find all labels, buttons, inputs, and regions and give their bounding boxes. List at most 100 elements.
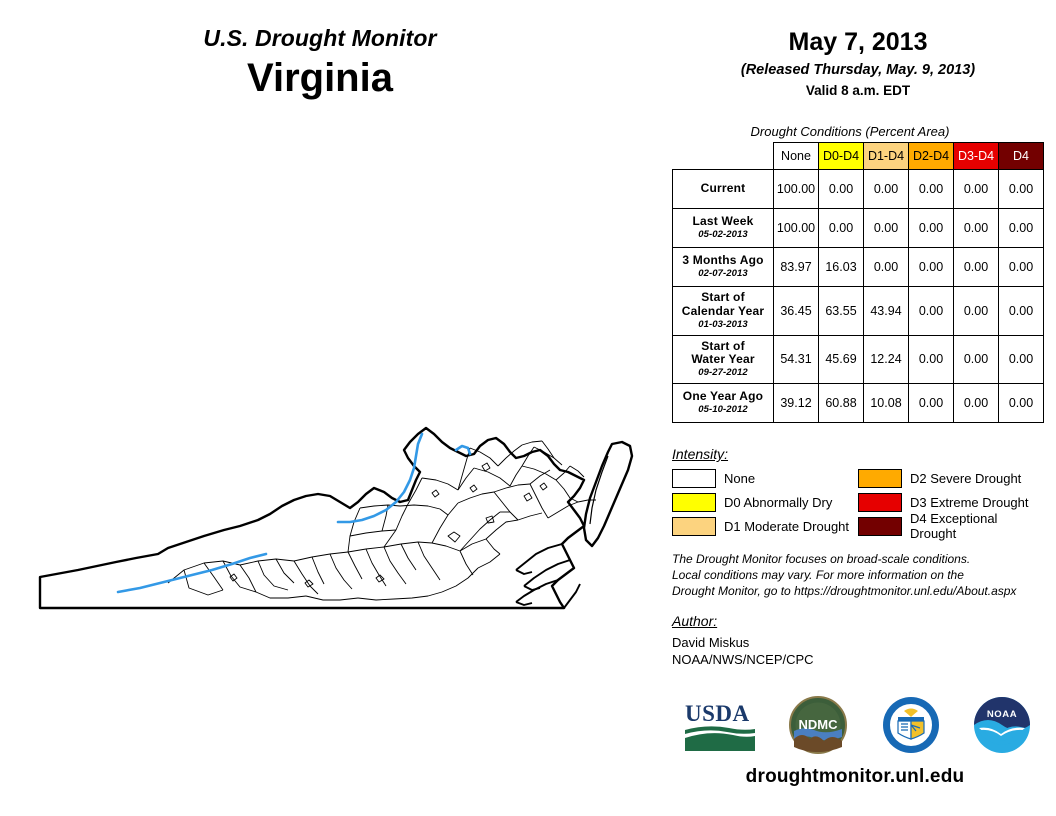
legend-item: D1 Moderate Drought (672, 516, 858, 536)
table-cell-value: 16.03 (818, 247, 864, 287)
table-cell-value: 83.97 (773, 247, 819, 287)
row-label: Current (672, 169, 774, 209)
legend-label: D4 Exceptional Drought (910, 511, 998, 541)
date-block: May 7, 2013 (Released Thursday, May. 9, … (660, 28, 1056, 98)
legend-label: D1 Moderate Drought (724, 518, 850, 534)
river-lines (116, 432, 472, 594)
row-label: Last Week 05-02-2013 (672, 208, 774, 248)
table-cell-value: 100.00 (773, 208, 819, 248)
table-cell-value: 100.00 (773, 169, 819, 209)
table-cell-value: 0.00 (818, 208, 864, 248)
table-row: 3 Months Ago 02-07-2013 83.97 16.03 0.00 0.00… (672, 247, 1044, 287)
virginia-state-outline (38, 426, 586, 610)
legend-swatch (858, 492, 902, 512)
map-date: May 7, 2013 (788, 28, 928, 56)
legend-swatch (672, 516, 716, 536)
table-cell-value: 0.00 (863, 169, 909, 209)
table-cell-value: 0.00 (863, 208, 909, 248)
row-label-date: 02-07-2013 (698, 267, 748, 279)
row-label-text: Start of Water Year (691, 338, 755, 367)
eastern-shore-peninsula (582, 440, 634, 548)
author-name: David Miskus (672, 635, 750, 650)
table-column-header-d3-d4: D3-D4 (953, 142, 999, 170)
svg-text:USDA: USDA (685, 701, 750, 726)
noaa-logo[interactable]: NOAA (971, 695, 1033, 755)
table-row: Current 100.00 0.00 0.00 0.00 0.00 0.00 (672, 169, 1044, 209)
legend-label: None (724, 470, 756, 486)
table-cell-value: 39.12 (773, 383, 819, 424)
disclaimer-line-2: Local conditions may vary. For more info… (672, 567, 964, 582)
author-organization: NOAA/NWS/NCEP/CPC (672, 652, 814, 667)
table-row: Last Week 05-02-2013 100.00 0.00 0.00 0.00 0.0… (672, 208, 1044, 248)
table-cell-value: 60.88 (818, 383, 864, 424)
legend-item: None (672, 468, 858, 488)
info-panel: May 7, 2013 (Released Thursday, May. 9, … (660, 0, 1056, 816)
legend-item: D3 Extreme Drought (858, 492, 1044, 512)
table-cell-value: 0.00 (863, 247, 909, 287)
page-title: U.S. Drought Monitor (203, 25, 437, 51)
legend-swatch (858, 516, 902, 536)
table-header-row: None D0-D4 D1-D4 D2-D4 D3-D4 D4 (673, 142, 1044, 170)
row-label-date: 05-02-2013 (698, 228, 748, 240)
disclaimer-line-1: The Drought Monitor focuses on broad-sca… (672, 552, 971, 566)
table-cell-value: 0.00 (998, 383, 1044, 424)
table-cell-value: 0.00 (908, 169, 954, 209)
legend-item: D4 Exceptional Drought (858, 511, 1044, 541)
row-label: Start of Calendar Year 01-03-2013 (672, 286, 774, 336)
table-cell-value: 36.45 (773, 286, 819, 336)
row-label-text: One Year Ago (682, 389, 764, 404)
legend-item: D0 Abnormally Dry (672, 492, 858, 512)
valid-time: Valid 8 a.m. EDT (805, 82, 911, 98)
table-cell-value: 0.00 (953, 247, 999, 287)
legend-swatch (672, 492, 716, 512)
table-column-header-none: None (773, 142, 819, 170)
title-block: U.S. Drought Monitor Virginia (0, 25, 640, 101)
table-cell-value: 10.08 (863, 383, 909, 424)
disclaimer-text: The Drought Monitor focuses on broad-sca… (672, 552, 1052, 600)
table-row: One Year Ago 05-10-2012 39.12 60.88 10.08 0.0… (672, 383, 1044, 424)
table-column-header-d0-d4: D0-D4 (818, 142, 864, 170)
table-cell-value: 0.00 (908, 208, 954, 248)
table-cell-value: 43.94 (863, 286, 909, 336)
svg-text:NDMC: NDMC (799, 717, 839, 732)
table-cell-value: 12.24 (863, 334, 909, 385)
table-corner-cell (673, 143, 774, 170)
virginia-drought-map[interactable] (18, 330, 648, 610)
eastern-shore-inner-line (589, 455, 609, 525)
intensity-legend: None D2 Severe Drought D0 Abnormally Dry D3… (672, 466, 1044, 541)
legend-label: D0 Abnormally Dry (724, 494, 833, 510)
intensity-label: Intensity: (672, 446, 729, 462)
drought-conditions-table: None D0-D4 D1-D4 D2-D4 D3-D4 D4 Current 100.00… (672, 142, 1044, 424)
row-label: One Year Ago 05-10-2012 (672, 383, 774, 424)
legend-item: D2 Severe Drought (858, 468, 1044, 488)
row-label: Start of Water Year 09-27-2012 (672, 334, 774, 385)
svg-text:NOAA: NOAA (987, 709, 1017, 720)
table-row: Start of Water Year 09-27-2012 54.31 45.69 12… (672, 334, 1044, 385)
table-cell-value: 54.31 (773, 334, 819, 385)
table-column-header-d4: D4 (998, 142, 1044, 170)
map-county-lines (167, 440, 596, 601)
table-cell-value: 0.00 (998, 247, 1044, 287)
usdc-seal-logo[interactable] (880, 695, 942, 755)
table-cell-value: 0.00 (953, 334, 999, 385)
row-label-text: Start of Calendar Year (681, 290, 765, 318)
release-date: (Released Thursday, May. 9, 2013) (740, 61, 976, 78)
table-row: Start of Calendar Year 01-03-2013 36.45 63.5… (672, 286, 1044, 336)
table-cell-value: 0.00 (818, 169, 864, 209)
website-url[interactable]: droughtmonitor.unl.edu (745, 766, 965, 787)
ndmc-logo[interactable]: NDMC (786, 695, 850, 755)
row-label: 3 Months Ago 02-07-2013 (672, 247, 774, 287)
logo-row: USDA NDMC (668, 692, 1048, 758)
row-label-text: 3 Months Ago (682, 253, 764, 268)
row-label-text: Last Week (692, 214, 754, 229)
usda-logo[interactable]: USDA (683, 697, 757, 753)
table-caption: Drought Conditions (Percent Area) (750, 124, 950, 139)
table-cell-value: 63.55 (818, 286, 864, 336)
legend-label: D3 Extreme Drought (910, 494, 1029, 510)
table-cell-value: 0.00 (953, 208, 999, 248)
table-cell-value: 0.00 (998, 208, 1044, 248)
table-cell-value: 0.00 (908, 383, 954, 424)
table-body: Current 100.00 0.00 0.00 0.00 0.00 0.00 Last We… (672, 169, 1044, 424)
table-cell-value: 0.00 (998, 334, 1044, 385)
author-label: Author: (672, 613, 718, 629)
